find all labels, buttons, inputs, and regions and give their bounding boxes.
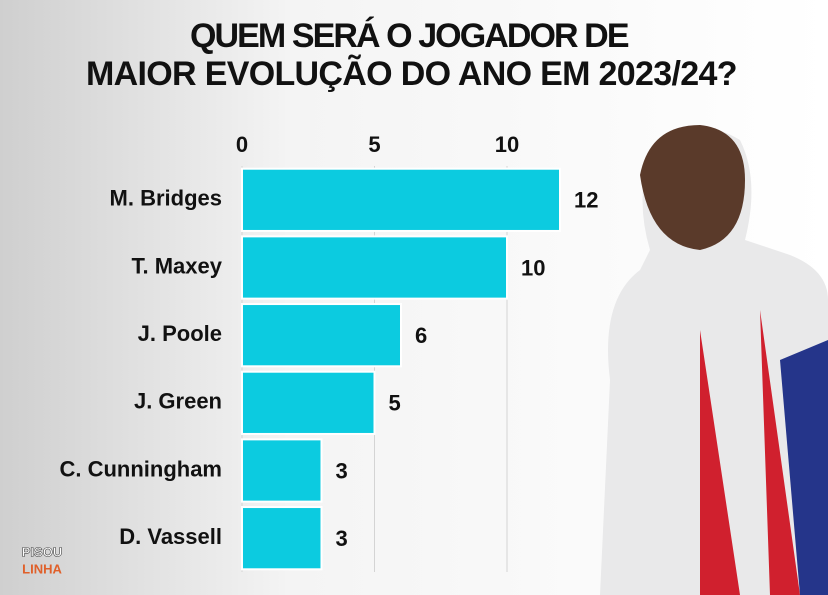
x-tick-label: 0 <box>236 132 248 157</box>
bar <box>241 167 561 232</box>
value-label: 5 <box>389 391 401 416</box>
logo-text: LINHA <box>22 561 62 576</box>
chart-title: QUEM SERÁ O JOGADOR DE <box>190 17 630 55</box>
value-label: 10 <box>521 255 545 280</box>
y-tick-label: C. Cunningham <box>59 456 222 481</box>
x-tick-label: 5 <box>368 132 380 157</box>
y-tick-label: J. Poole <box>138 321 222 346</box>
bar <box>241 303 402 368</box>
value-label: 12 <box>574 188 598 213</box>
value-label: 3 <box>336 526 348 551</box>
y-tick-label: J. Green <box>134 389 222 414</box>
value-label: 3 <box>336 458 348 483</box>
bar <box>241 438 323 503</box>
y-tick-label: M. Bridges <box>110 186 222 211</box>
y-tick-label: D. Vassell <box>119 524 222 549</box>
plot: 0 5 10 M. Bridges 12 T. Maxey 10 J. Poole 6 J. Gr… <box>59 132 598 572</box>
logo-text: PISOU <box>22 544 62 559</box>
x-tick-label: 10 <box>495 132 519 157</box>
value-label: 6 <box>415 323 427 348</box>
player-photo <box>600 125 828 595</box>
bar <box>241 506 323 571</box>
bar <box>241 370 376 435</box>
y-tick-label: T. Maxey <box>132 253 223 278</box>
bar <box>241 235 508 300</box>
chart-title: MAIOR EVOLUÇÃO DO ANO EM 2023/24? <box>86 55 738 93</box>
